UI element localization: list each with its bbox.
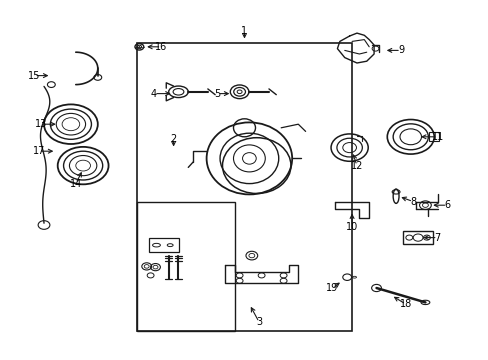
Text: 6: 6 [444,200,449,210]
Bar [137,202,234,331]
Text: 3: 3 [256,317,262,327]
Text: 2: 2 [170,134,176,144]
Text: 5: 5 [214,89,220,99]
Text: 19: 19 [325,283,338,293]
Text: 16: 16 [155,42,167,52]
Bar [137,43,351,331]
Text: 17: 17 [33,146,45,156]
Text: 9: 9 [397,45,403,55]
Text: 13: 13 [35,119,48,129]
Text: 7: 7 [434,233,440,243]
Text: 12: 12 [350,161,363,171]
Bar [428,132,438,141]
Text: 11: 11 [430,132,443,142]
Text: 1: 1 [241,26,247,36]
Text: 4: 4 [151,89,157,99]
Text: 8: 8 [409,197,415,207]
Text: 18: 18 [399,299,411,309]
Bar [403,231,432,244]
Text: 14: 14 [69,179,82,189]
Text: 10: 10 [345,222,358,232]
Text: 15: 15 [28,71,41,81]
Bar [149,238,179,252]
